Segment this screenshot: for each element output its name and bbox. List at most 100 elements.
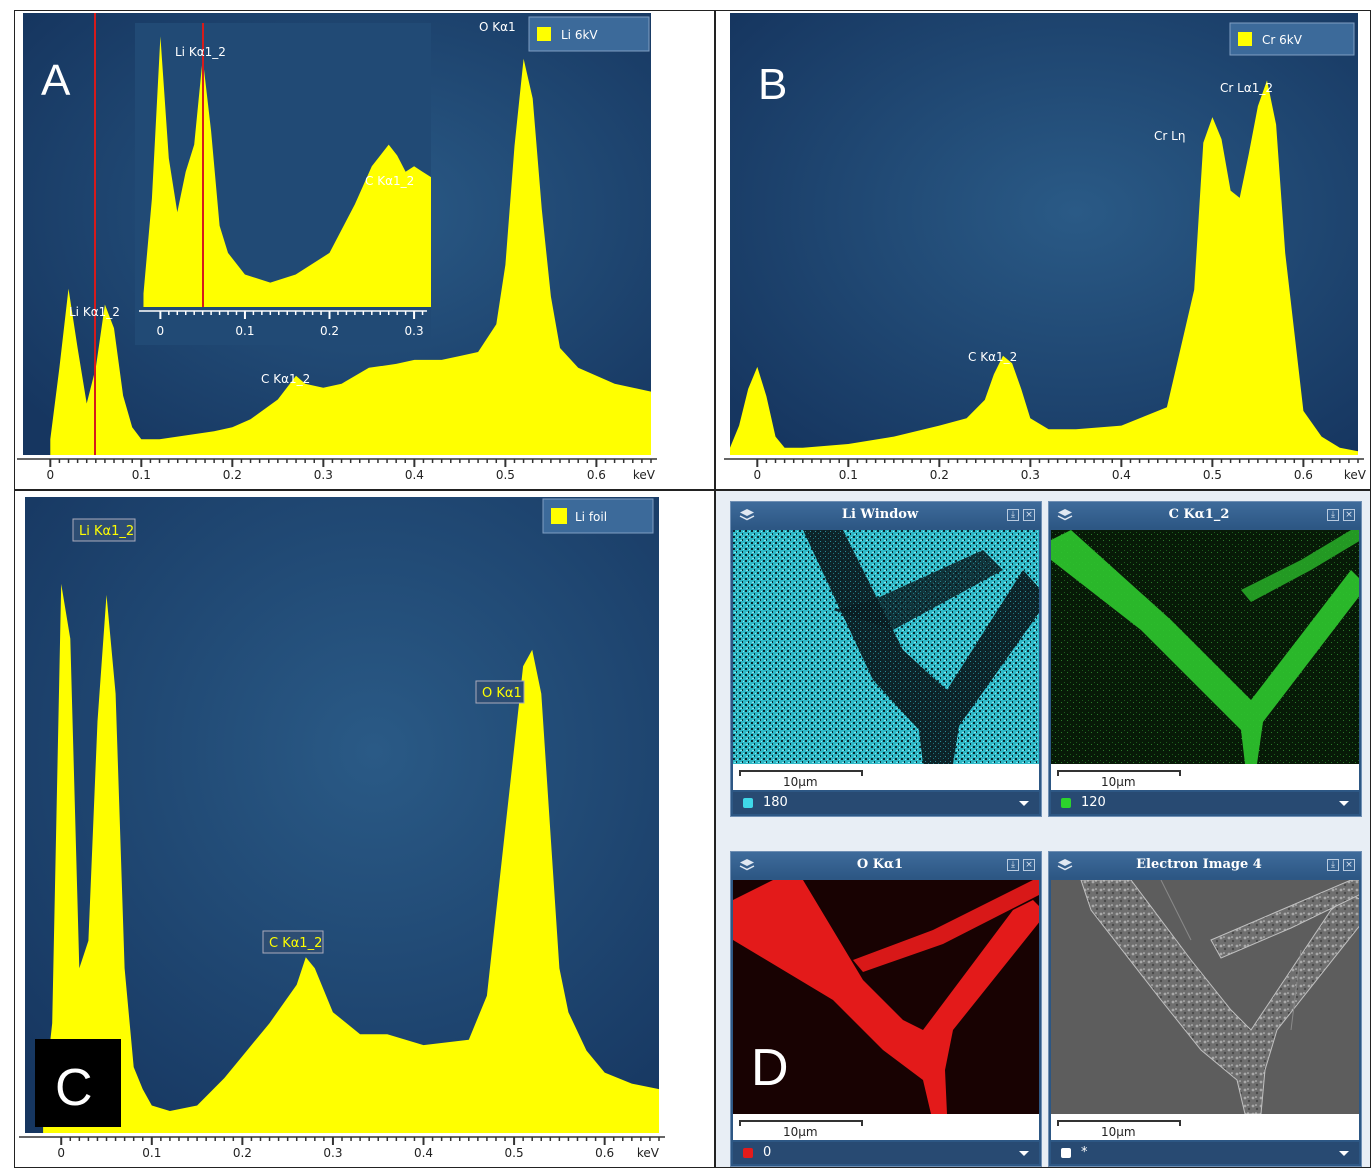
panel-letter: D bbox=[751, 1039, 789, 1097]
tick-label: 0.5 bbox=[1203, 468, 1222, 482]
inset-tick-label: 0 bbox=[157, 324, 165, 338]
map-panel-o-ka[interactable]: O Kα1 ⤓ × 10μm 0 D bbox=[730, 851, 1042, 1167]
li-window-map-image bbox=[733, 530, 1039, 764]
legend-label: Li foil bbox=[575, 510, 607, 524]
color-level-selector[interactable]: 180 bbox=[733, 792, 1039, 814]
color-swatch bbox=[743, 1148, 753, 1158]
layers-icon[interactable] bbox=[739, 858, 755, 872]
spectrum-fill bbox=[730, 80, 1358, 456]
tick-label: 0.6 bbox=[587, 468, 606, 482]
level-value: 180 bbox=[763, 795, 788, 810]
tick-label: 0.1 bbox=[839, 468, 858, 482]
panel-c-chart: 0 0.1 0.2 0.3 0.4 0.5 0.6 keV Li Kα1_2 C Kα1_2 … bbox=[15, 497, 669, 1160]
tick-label: 0 bbox=[46, 468, 54, 482]
electron-image bbox=[1051, 880, 1359, 1114]
dock-icon[interactable]: ⤓ bbox=[1007, 859, 1019, 871]
inset-tick-label: 0.2 bbox=[320, 324, 339, 338]
tick-label: 0.6 bbox=[595, 1146, 614, 1160]
dropdown-arrow-icon bbox=[1339, 1151, 1349, 1156]
peak-label-li: Li Kα1_2 bbox=[69, 305, 120, 319]
peak-label-o: O Kα1 bbox=[475, 680, 525, 704]
panel-letter-box bbox=[35, 1039, 121, 1127]
inset-axis: 0 0.1 0.2 0.3 bbox=[135, 307, 431, 345]
map-panel-c-ka[interactable]: C Kα1_2 ⤓ × 10μm 120 bbox=[1048, 501, 1362, 817]
level-value: * bbox=[1081, 1145, 1088, 1160]
legend-label: Cr 6kV bbox=[1262, 33, 1303, 47]
axis-unit-label: keV bbox=[1344, 468, 1367, 482]
svg-text:C Kα1_2: C Kα1_2 bbox=[269, 936, 322, 951]
axis-unit-label: keV bbox=[637, 1146, 660, 1160]
scale-bar: 10μm bbox=[1051, 1114, 1359, 1140]
svg-text:Li Kα1_2: Li Kα1_2 bbox=[79, 524, 134, 539]
map-title: C Kα1_2 bbox=[1168, 507, 1230, 522]
dock-icon[interactable]: ⤓ bbox=[1007, 509, 1019, 521]
legend: Li 6kV bbox=[528, 16, 650, 52]
inset-axis-strip bbox=[135, 307, 431, 345]
map-title: O Kα1 bbox=[856, 857, 904, 872]
layers-icon[interactable] bbox=[1057, 858, 1073, 872]
legend: Li foil bbox=[542, 498, 654, 534]
dropdown-arrow-icon bbox=[1339, 801, 1349, 806]
tick-label: 0.5 bbox=[505, 1146, 524, 1160]
legend-label: Li 6kV bbox=[561, 28, 598, 42]
close-icon[interactable]: × bbox=[1023, 509, 1035, 521]
panel-b-chart: 0 0.1 0.2 0.3 0.4 0.5 0.6 keV C Kα1_2 Cr Lη Cr … bbox=[720, 13, 1368, 482]
tick-label: 0.3 bbox=[1021, 468, 1040, 482]
peak-label-c: C Kα1_2 bbox=[261, 372, 310, 386]
level-value: 0 bbox=[763, 1145, 772, 1160]
spectrum-fill bbox=[143, 36, 431, 308]
peak-label-cr-ln: Cr Lη bbox=[1154, 129, 1185, 143]
x-axis: 0 0.1 0.2 0.3 0.4 0.5 0.6 keV bbox=[15, 1133, 669, 1160]
tick-label: 0.2 bbox=[223, 468, 242, 482]
panel-b-cell: 0 0.1 0.2 0.3 0.4 0.5 0.6 keV C Kα1_2 Cr Lη Cr … bbox=[715, 10, 1371, 490]
scale-bar: 10μm bbox=[733, 1114, 1039, 1140]
panel-letter: A bbox=[41, 56, 71, 105]
close-icon[interactable]: × bbox=[1343, 509, 1355, 521]
panel-letter: B bbox=[758, 60, 787, 109]
peak-label-c: C Kα1_2 bbox=[968, 350, 1017, 364]
tick-label: 0.4 bbox=[414, 1146, 433, 1160]
x-axis: 0 0.1 0.2 0.3 0.4 0.5 0.6 keV bbox=[15, 455, 661, 482]
close-icon[interactable]: × bbox=[1023, 859, 1035, 871]
tick-label: 0.1 bbox=[142, 1146, 161, 1160]
tick-label: 0 bbox=[57, 1146, 65, 1160]
layers-icon[interactable] bbox=[1057, 508, 1073, 522]
svg-text:O Kα1: O Kα1 bbox=[482, 686, 522, 701]
color-level-selector[interactable]: 120 bbox=[1051, 792, 1359, 814]
map-panel-electron-image[interactable]: Electron Image 4 ⤓ × 10μm * bbox=[1048, 851, 1362, 1167]
layers-icon[interactable] bbox=[739, 508, 755, 522]
c-map-image bbox=[1051, 530, 1359, 764]
tick-label: 0.4 bbox=[405, 468, 424, 482]
map-title: Electron Image 4 bbox=[1136, 857, 1262, 872]
peak-label-c: C Kα1_2 bbox=[262, 930, 324, 954]
dropdown-arrow-icon bbox=[1019, 1151, 1029, 1156]
dock-icon[interactable]: ⤓ bbox=[1327, 859, 1339, 871]
spectrum-fill bbox=[43, 583, 660, 1133]
dropdown-arrow-icon bbox=[1019, 801, 1029, 806]
peak-label-li: Li Kα1_2 bbox=[72, 518, 136, 542]
legend-swatch bbox=[1238, 32, 1252, 46]
tick-label: 0.6 bbox=[1294, 468, 1313, 482]
dock-icon[interactable]: ⤓ bbox=[1327, 509, 1339, 521]
peak-label-cr-la: Cr Lα1_2 bbox=[1220, 81, 1273, 95]
color-level-selector[interactable]: * bbox=[1051, 1142, 1359, 1164]
legend-swatch bbox=[537, 27, 551, 41]
tick-label: 0.2 bbox=[233, 1146, 252, 1160]
color-level-selector[interactable]: 0 bbox=[733, 1142, 1039, 1164]
panel-c-cell: 0 0.1 0.2 0.3 0.4 0.5 0.6 keV Li Kα1_2 C Kα1_2 … bbox=[14, 490, 715, 1168]
tick-label: 0.3 bbox=[314, 468, 333, 482]
level-value: 120 bbox=[1081, 795, 1106, 810]
map-panel-li-window[interactable]: Li Window ⤓ × 10μm bbox=[730, 501, 1042, 817]
close-icon[interactable]: × bbox=[1343, 859, 1355, 871]
tick-label: 0.5 bbox=[496, 468, 515, 482]
panel-a-cell: 0 0.1 0.2 0.3 0 0.1 0.2 0.3 0.4 0.5 0.6 keV Li Kα1… bbox=[14, 10, 715, 490]
legend: Cr 6kV bbox=[1229, 22, 1355, 56]
scale-bar: 10μm bbox=[1051, 764, 1359, 790]
color-swatch bbox=[743, 798, 753, 808]
panel-letter: C bbox=[55, 1059, 93, 1117]
x-axis: 0 0.1 0.2 0.3 0.4 0.5 0.6 keV bbox=[720, 455, 1368, 482]
spectrum-fill bbox=[50, 58, 652, 456]
legend-swatch bbox=[551, 508, 567, 524]
peak-label-o: O Kα1 bbox=[479, 20, 516, 34]
tick-label: 0.1 bbox=[132, 468, 151, 482]
